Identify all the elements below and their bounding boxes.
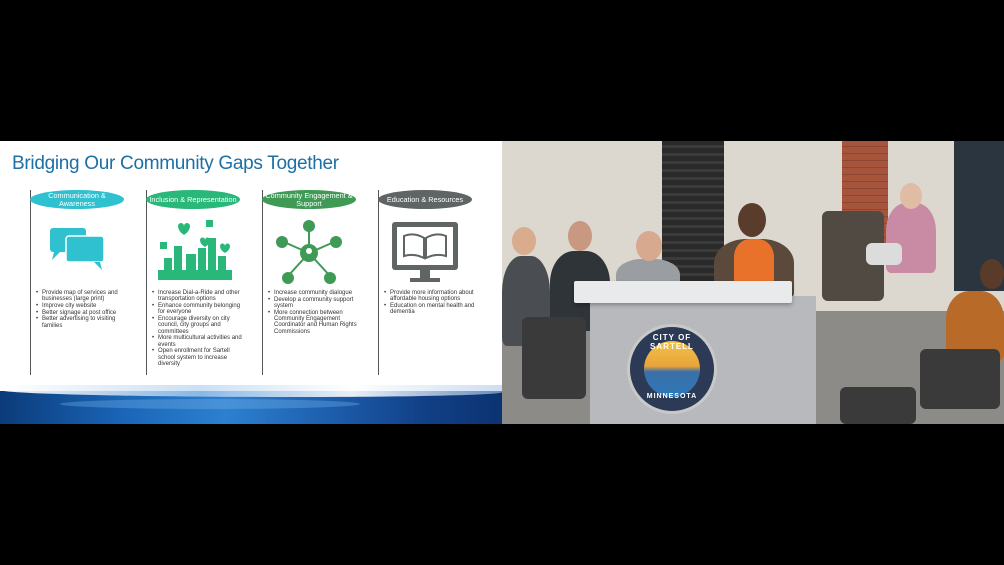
laptop [866, 243, 902, 265]
list-item: Open enrollment for Sartell school syste… [152, 348, 246, 367]
seal-bottom-text: MINNESOTA [646, 393, 698, 400]
attendee-head [512, 227, 536, 255]
column-heading: Education & Resources [378, 190, 472, 209]
list-item: Education on mental health and dementia [384, 303, 478, 316]
speaker-head [738, 203, 766, 237]
presentation-slide: Bridging Our Community Gaps Together Com… [0, 141, 502, 424]
list-item: Provide more information about affordabl… [384, 290, 478, 303]
list-item: Improve city website [36, 303, 130, 310]
attendee-head [980, 259, 1004, 289]
stacked-chairs [662, 141, 724, 281]
column-divider [30, 190, 31, 375]
book-monitor-icon [392, 222, 458, 282]
column-heading: Inclusion & Representation [146, 190, 240, 209]
attendee-head [568, 221, 592, 251]
seal-emblem [644, 341, 700, 397]
column-list: Increase Dial-a-Ride and other transport… [152, 290, 246, 368]
column-heading: Community Engagement & Support [262, 190, 356, 209]
list-item: Increase Dial-a-Ride and other transport… [152, 290, 246, 303]
city-seal-logo: CITY OF SARTELL MINNESOTA [627, 324, 717, 414]
speaker-shirt [734, 239, 774, 284]
column-heading: Communication & Awareness [30, 190, 124, 209]
list-item: More connection between Community Engage… [268, 310, 362, 335]
list-item: Enhance community belonging for everyone [152, 303, 246, 316]
list-item: Better signage at post office [36, 310, 130, 317]
attendee-head [900, 183, 922, 209]
decorative-wave-banner [0, 385, 502, 424]
city-hearts-icon [158, 220, 232, 280]
slide-title: Bridging Our Community Gaps Together [12, 153, 339, 174]
podium-top [574, 281, 792, 303]
list-item: More multicultural activities and events [152, 335, 246, 348]
column-list: Provide more information about affordabl… [384, 290, 478, 316]
chat-bubbles-icon [50, 228, 105, 270]
list-item: Encourage diversity on city council, cit… [152, 316, 246, 335]
seal-top-text: CITY OF SARTELL [650, 333, 694, 351]
column-list: Provide map of services and businesses (… [36, 290, 130, 329]
camera-feed: CITY OF SARTELL MINNESOTA [502, 141, 1004, 424]
chair [522, 317, 586, 399]
chair [920, 349, 1000, 409]
list-item: Develop a community support system [268, 297, 362, 310]
chair [840, 387, 916, 424]
list-item: Better advertising to visiting families [36, 316, 130, 329]
attendee-head [636, 231, 662, 261]
people-network-icon [276, 220, 342, 284]
list-item: Provide map of services and businesses (… [36, 290, 130, 303]
column-divider [262, 190, 263, 375]
column-list: Increase community dialogue Develop a co… [268, 290, 362, 335]
list-item: Increase community dialogue [268, 290, 362, 297]
column-divider [146, 190, 147, 375]
meeting-stream: Bridging Our Community Gaps Together Com… [0, 141, 1004, 424]
column-divider [378, 190, 379, 375]
